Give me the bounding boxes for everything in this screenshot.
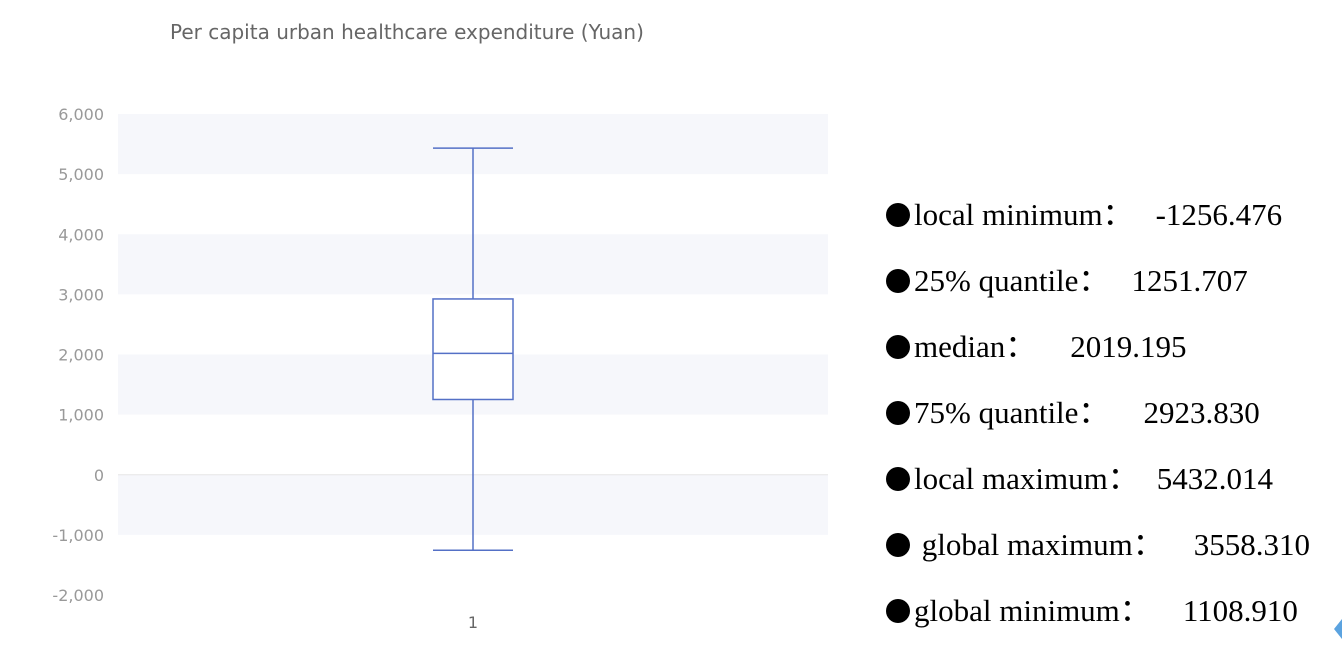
stat-label: median： xyxy=(914,329,1037,364)
statistics-panel: local minimum： -1256.476 25% quantile： 1251… xyxy=(886,196,1342,658)
stat-value: 1108.910 xyxy=(1182,593,1298,628)
y-tick-label: 5,000 xyxy=(58,165,104,184)
stat-row: 25% quantile： 1251.707 xyxy=(886,262,1342,328)
y-tick-label: 4,000 xyxy=(58,225,104,244)
bullet-icon xyxy=(886,467,910,491)
bullet-icon xyxy=(886,335,910,359)
stat-label: local minimum： xyxy=(914,197,1134,232)
bullet-icon xyxy=(886,269,910,293)
y-tick-label: 1,000 xyxy=(58,406,104,425)
corner-arrow-icon xyxy=(1334,619,1342,639)
bullet-icon xyxy=(886,203,910,227)
stat-value: 3558.310 xyxy=(1193,527,1310,562)
stat-value: 1251.707 xyxy=(1131,263,1248,298)
interquartile-box xyxy=(432,298,514,401)
bullet-icon xyxy=(886,401,910,425)
y-tick-label: -1,000 xyxy=(52,526,104,545)
bullet-icon xyxy=(886,533,910,557)
stat-label: global maximum： xyxy=(914,527,1164,562)
x-tick-label: 1 xyxy=(468,613,478,632)
chart-title: Per capita urban healthcare expenditure … xyxy=(170,20,644,44)
stat-label: 75% quantile： xyxy=(914,395,1110,430)
y-tick-label: 3,000 xyxy=(58,285,104,304)
stat-row: local maximum： 5432.014 xyxy=(886,460,1342,526)
y-tick-label: 6,000 xyxy=(58,105,104,124)
stat-row: local minimum： -1256.476 xyxy=(886,196,1342,262)
stat-row: global maximum： 3558.310 xyxy=(886,526,1342,592)
stat-value: 2019.195 xyxy=(1070,329,1187,364)
y-tick-label: 2,000 xyxy=(58,346,104,365)
stat-value: 2923.830 xyxy=(1143,395,1260,430)
bullet-icon xyxy=(886,599,910,623)
stat-label: global minimum： xyxy=(914,593,1151,628)
stat-row: 75% quantile： 2923.830 xyxy=(886,394,1342,460)
stat-row: median： 2019.195 xyxy=(886,328,1342,394)
boxplot-chart: -2,000 -1,000 0 1,000 2,000 3,000 4,000 5,000 6,… xyxy=(52,105,828,632)
y-tick-label: 0 xyxy=(94,466,104,485)
stat-value: 5432.014 xyxy=(1156,461,1273,496)
stat-value: -1256.476 xyxy=(1155,197,1283,232)
stat-row: global minimum： 1108.910 xyxy=(886,592,1342,658)
y-tick-label: -2,000 xyxy=(52,586,104,605)
stat-label: local maximum： xyxy=(914,461,1139,496)
stat-label: 25% quantile： xyxy=(914,263,1110,298)
